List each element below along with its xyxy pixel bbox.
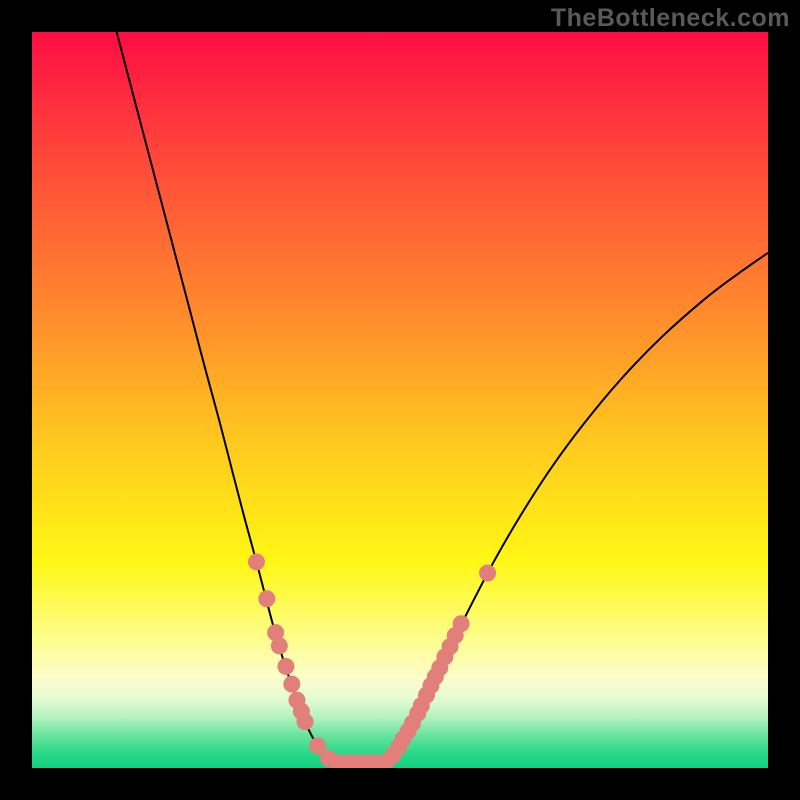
data-point: [248, 553, 265, 570]
watermark-text: TheBottleneck.com: [551, 4, 790, 33]
data-point: [453, 615, 470, 632]
plot-area: [32, 32, 768, 768]
data-point: [271, 637, 288, 654]
data-point: [297, 713, 314, 730]
data-point: [283, 676, 300, 693]
data-point: [258, 590, 275, 607]
data-point: [479, 564, 496, 581]
outer-frame: TheBottleneck.com: [0, 0, 800, 800]
chart-overlay: [32, 32, 768, 768]
data-point: [277, 658, 294, 675]
